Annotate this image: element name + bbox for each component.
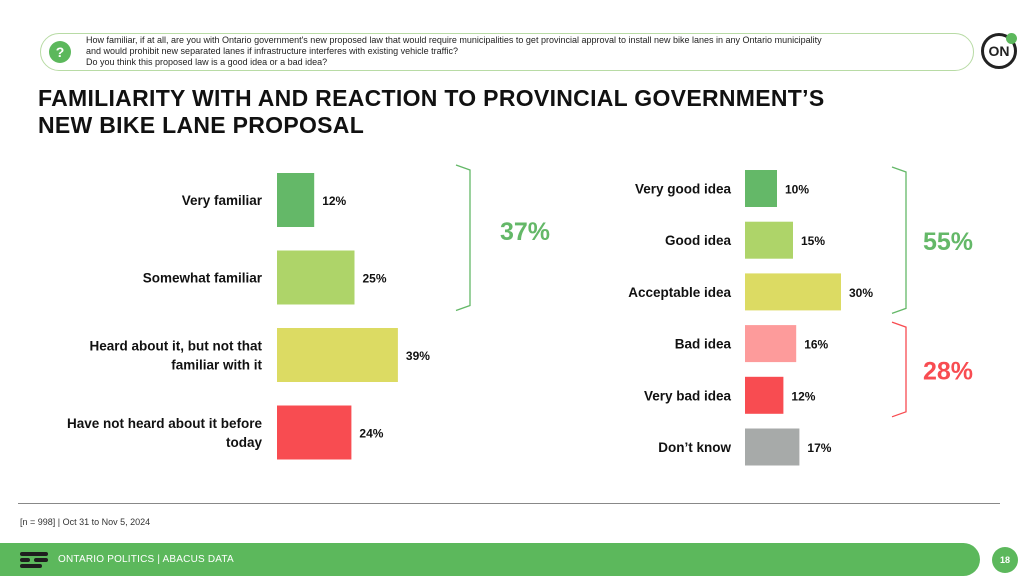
bracket-label-0-0: 37% — [500, 218, 550, 246]
footer-divider — [18, 503, 1000, 504]
charts: 12% Very familiar 25% Somewhat familiar 39% H… — [67, 164, 973, 466]
bar-1-5 — [745, 428, 800, 466]
title-line-1: FAMILIARITY WITH AND REACTION TO PROVINC… — [38, 85, 825, 111]
page-number: 18 — [992, 547, 1018, 573]
question-box: ? How familiar, if at all, are you with … — [40, 33, 974, 71]
question-icon: ? — [49, 41, 71, 63]
value-label-0-1: 25% — [363, 272, 387, 286]
page-title: FAMILIARITY WITH AND REACTION TO PROVINC… — [38, 85, 824, 139]
value-label-1-3: 16% — [804, 338, 828, 352]
bar-0-3 — [277, 405, 352, 460]
title-line-2: NEW BIKE LANE PROPOSAL — [38, 112, 365, 138]
value-label-1-4: 12% — [791, 389, 815, 403]
bracket-1-0 — [891, 166, 907, 315]
category-label-0-3-0: Have not heard about it before — [67, 416, 263, 431]
value-label-0-3: 24% — [359, 427, 383, 441]
value-label-1-1: 15% — [801, 234, 825, 248]
footer-text: ONTARIO POLITICS | ABACUS DATA — [58, 554, 234, 565]
value-label-1-0: 10% — [785, 183, 809, 197]
category-label-1-5-0: Don’t know — [658, 440, 731, 455]
value-label-0-0: 12% — [322, 194, 346, 208]
abacus-logo-icon — [20, 552, 48, 568]
question-line-2: and would prohibit new separated lanes i… — [86, 46, 459, 56]
bracket-1-1 — [891, 321, 907, 418]
bar-1-1 — [745, 221, 793, 259]
value-label-1-2: 30% — [849, 286, 873, 300]
question-line-3: Do you think this proposed law is a good… — [86, 57, 328, 67]
category-label-1-4-0: Very bad idea — [644, 388, 732, 403]
question-text: How familiar, if at all, are you with On… — [86, 35, 966, 68]
category-label-0-0-0: Very familiar — [182, 193, 263, 208]
category-label-1-1-0: Good idea — [665, 233, 731, 248]
category-label-0-1-0: Somewhat familiar — [143, 271, 263, 286]
bar-0-0 — [277, 173, 315, 227]
logo-text: ON — [988, 43, 1010, 59]
category-label-0-2-0: Heard about it, but not that — [90, 339, 263, 354]
logo-dot — [1006, 33, 1017, 44]
category-label-0-2-1: familiar with it — [171, 358, 262, 373]
category-label-1-3-0: Bad idea — [675, 337, 732, 352]
question-line-1: How familiar, if at all, are you with On… — [86, 35, 822, 45]
category-label-0-3-1: today — [226, 435, 262, 450]
footer-bar: ONTARIO POLITICS | ABACUS DATA — [0, 543, 980, 576]
category-label-1-2-0: Acceptable idea — [628, 285, 731, 300]
bar-1-0 — [745, 170, 777, 207]
bracket-label-1-0: 55% — [923, 228, 973, 256]
bracket-0-0 — [455, 164, 471, 312]
bar-0-1 — [277, 250, 355, 305]
bar-1-2 — [745, 273, 841, 311]
category-label-1-0-0: Very good idea — [635, 182, 732, 197]
ontario-logo: ON — [981, 33, 1017, 69]
sample-note: [n = 998] | Oct 31 to Nov 5, 2024 — [20, 517, 151, 527]
value-label-0-2: 39% — [406, 349, 430, 363]
bar-1-4 — [745, 376, 784, 414]
bracket-label-1-1: 28% — [923, 357, 973, 385]
bar-0-2 — [277, 328, 398, 382]
value-label-1-5: 17% — [807, 441, 831, 455]
bar-1-3 — [745, 325, 797, 363]
